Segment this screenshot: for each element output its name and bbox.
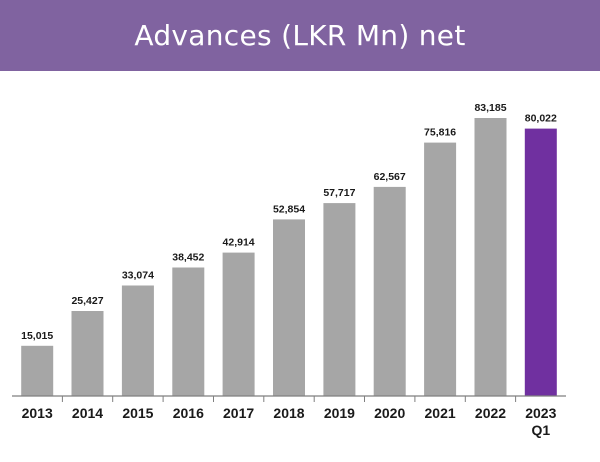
bar-2015 (121, 285, 154, 396)
x-tick-label-2013: 2013 (22, 405, 53, 421)
x-tick-label-2014: 2014 (72, 405, 103, 421)
data-label-2018: 52,854 (273, 203, 305, 215)
bar-2021 (424, 142, 457, 396)
x-tick-label-q1: Q1 (531, 422, 550, 438)
title-banner: Advances (LKR Mn) net (0, 0, 600, 71)
data-label-2013: 15,015 (21, 330, 53, 342)
chart-title: Advances (LKR Mn) net (134, 19, 466, 52)
bar-2016 (172, 267, 205, 396)
data-label-2021: 75,816 (424, 127, 456, 139)
x-tick-label-2021: 2021 (425, 405, 456, 421)
data-label-2023-q1: 80,022 (525, 113, 557, 125)
data-label-2016: 38,452 (172, 252, 204, 264)
bar-2013 (21, 345, 54, 396)
x-tick-label-2022: 2022 (475, 405, 506, 421)
data-label-2015: 33,074 (122, 270, 154, 282)
x-axis-ticks-group: 2013 2014 2015 2016 2017 2018 2019 2020 2021 2022… (22, 396, 557, 438)
x-tick-label-2018: 2018 (273, 405, 304, 421)
x-tick-label-2017: 2017 (223, 405, 254, 421)
bar-2017 (222, 252, 255, 396)
data-label-2014: 25,427 (71, 295, 103, 307)
data-labels-group: 15,015 25,427 33,074 38,452 42,914 52,854 57,7… (21, 102, 557, 342)
data-label-2020: 62,567 (374, 171, 406, 183)
data-label-2019: 57,717 (323, 187, 355, 199)
bar-2019 (323, 203, 356, 396)
x-tick-label-2023: 2023 (525, 405, 556, 421)
bars-group (21, 118, 557, 396)
bar-2018 (273, 219, 305, 396)
data-label-2022: 83,185 (474, 102, 506, 114)
bar-2022 (474, 118, 507, 396)
x-tick-label-2019: 2019 (324, 405, 355, 421)
x-tick-label-2016: 2016 (173, 405, 204, 421)
bar-2014 (71, 311, 104, 396)
x-tick-label-2015: 2015 (122, 405, 153, 421)
data-label-2017: 42,914 (223, 237, 255, 249)
bar-2023-q1 (524, 128, 557, 396)
x-tick-label-2020: 2020 (374, 405, 405, 421)
bar-2020 (373, 186, 406, 396)
